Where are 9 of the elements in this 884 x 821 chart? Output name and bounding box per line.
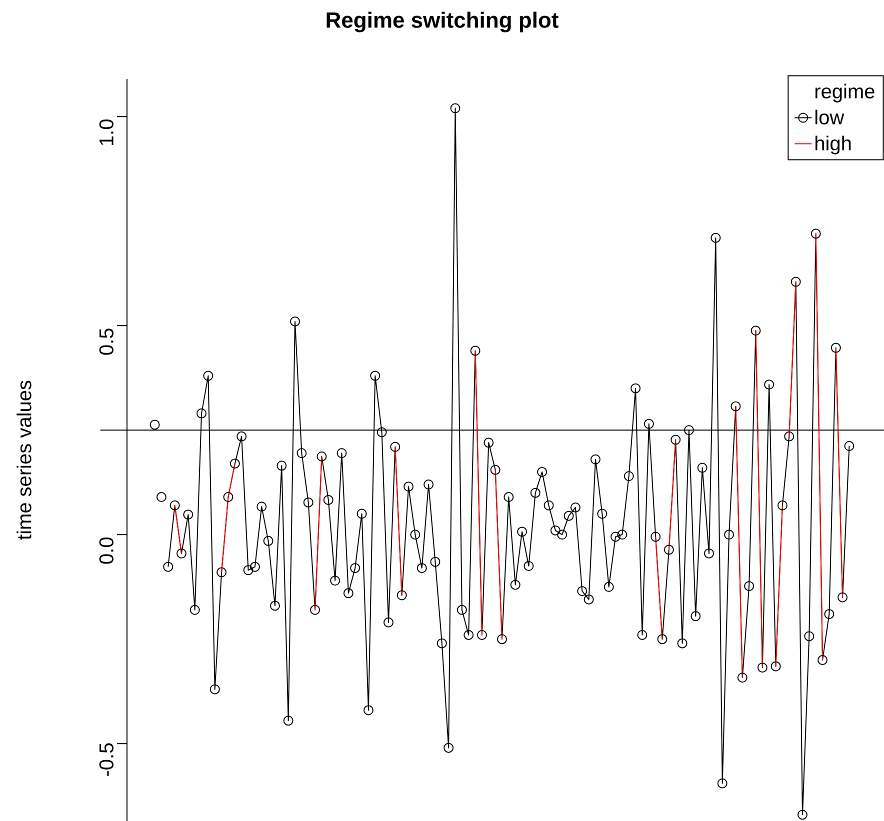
- legend-title: regime: [815, 84, 874, 102]
- chart-title: Regime switching plot: [326, 12, 558, 32]
- y-axis-title: time series values: [16, 380, 32, 540]
- y-tick-label: 0.0: [99, 538, 114, 564]
- y-tick-label: -0.5: [99, 743, 114, 776]
- legend-label: high: [816, 136, 851, 154]
- y-tick-label: 1.0: [99, 119, 114, 145]
- legend-label: low: [815, 110, 844, 124]
- y-tick-label: 0.5: [99, 328, 114, 355]
